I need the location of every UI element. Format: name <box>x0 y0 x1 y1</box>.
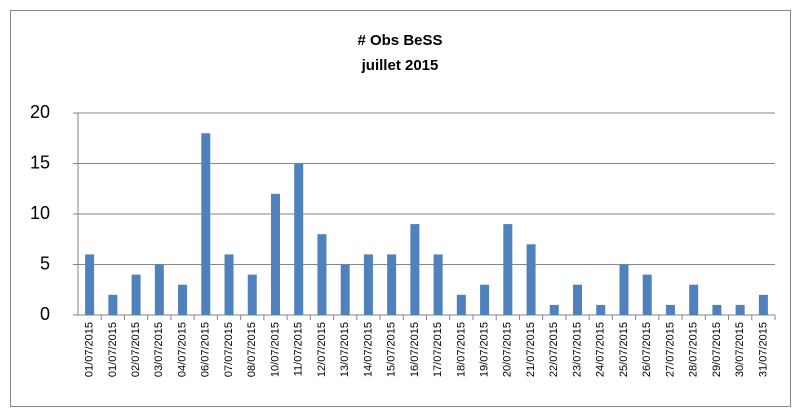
bar <box>85 254 95 315</box>
x-tick-label: 26/07/2015 <box>641 322 653 377</box>
x-tick-label: 04/07/2015 <box>176 322 188 377</box>
bar <box>387 254 397 315</box>
bar <box>178 284 188 315</box>
y-tick-label: 0 <box>40 304 50 324</box>
x-tick-label: 19/07/2015 <box>478 322 490 377</box>
x-tick-label: 07/07/2015 <box>223 322 235 377</box>
x-tick-label: 06/07/2015 <box>200 322 212 377</box>
bar <box>224 254 234 315</box>
bar <box>131 274 141 315</box>
x-tick-label: 30/07/2015 <box>734 322 746 377</box>
bar <box>712 304 722 315</box>
x-tick-label: 08/07/2015 <box>246 322 258 377</box>
bar <box>433 254 443 315</box>
x-tick-label: 01/07/2015 <box>107 322 119 377</box>
x-tick-label: 18/07/2015 <box>455 322 467 377</box>
x-tick-label: 27/07/2015 <box>664 322 676 377</box>
y-tick-label: 5 <box>40 253 50 273</box>
bar <box>735 304 745 315</box>
x-tick-label: 13/07/2015 <box>339 322 351 377</box>
chart-title: # Obs BeSS <box>357 32 442 49</box>
bar <box>108 294 118 315</box>
x-tick-label: 23/07/2015 <box>571 322 583 377</box>
bar <box>689 284 699 315</box>
x-tick-label: 29/07/2015 <box>711 322 723 377</box>
bar <box>480 284 490 315</box>
x-tick-label: 10/07/2015 <box>269 322 281 377</box>
x-tick-label: 25/07/2015 <box>618 322 630 377</box>
bar <box>410 224 420 315</box>
x-tick-label: 17/07/2015 <box>432 322 444 377</box>
y-tick-label: 10 <box>30 203 50 223</box>
chart-subtitle: juillet 2015 <box>361 57 439 74</box>
bar <box>642 274 652 315</box>
bar <box>201 133 211 315</box>
bar <box>154 264 164 315</box>
bar <box>317 234 327 315</box>
bar <box>247 274 257 315</box>
bar <box>573 284 583 315</box>
bar <box>340 264 350 315</box>
x-tick-label: 02/07/2015 <box>130 322 142 377</box>
y-tick-label: 20 <box>30 102 50 122</box>
x-tick-label: 12/07/2015 <box>316 322 328 377</box>
bar <box>294 163 304 315</box>
x-tick-label: 16/07/2015 <box>409 322 421 377</box>
x-tick-label: 11/07/2015 <box>293 322 305 376</box>
x-tick-label: 14/07/2015 <box>362 322 374 377</box>
bar <box>503 224 513 315</box>
x-tick-label: 01/07/2015 <box>84 322 96 377</box>
x-tick-label: 20/07/2015 <box>502 322 514 377</box>
bar <box>619 264 629 315</box>
x-tick-label: 31/07/2015 <box>757 322 769 377</box>
x-tick-label: 24/07/2015 <box>595 322 607 377</box>
bar <box>665 304 675 315</box>
bar <box>549 304 559 315</box>
bar <box>363 254 373 315</box>
x-tick-label: 15/07/2015 <box>386 322 398 377</box>
x-tick-label: 28/07/2015 <box>688 322 700 377</box>
bar <box>596 304 606 315</box>
x-tick-label: 21/07/2015 <box>525 322 537 377</box>
bar <box>526 244 536 315</box>
bar <box>270 193 280 315</box>
x-tick-label: 03/07/2015 <box>153 322 165 377</box>
bar <box>456 294 466 315</box>
chart-border <box>10 10 791 407</box>
bar <box>758 294 768 315</box>
x-tick-label: 22/07/2015 <box>548 322 560 377</box>
y-tick-label: 15 <box>30 152 50 172</box>
